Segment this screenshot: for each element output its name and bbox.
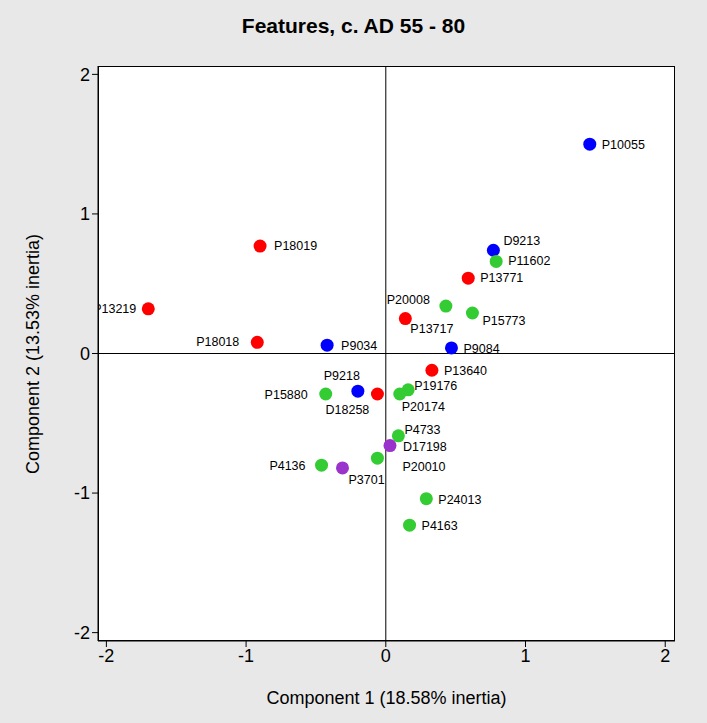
svg-text:P15773: P15773 [482, 314, 525, 328]
svg-text:P20008: P20008 [387, 293, 430, 307]
svg-text:1: 1 [80, 204, 90, 224]
svg-text:P3701: P3701 [348, 473, 384, 487]
svg-text:P15880: P15880 [265, 388, 308, 402]
html-text:Features, c. AD 55 - 80: Features, c. AD 55 - 80 [241, 14, 466, 37]
svg-text:0: 0 [80, 344, 90, 364]
svg-text:P13771: P13771 [480, 271, 523, 285]
svg-text:P4163: P4163 [422, 519, 458, 533]
svg-text:P24013: P24013 [438, 493, 481, 507]
svg-text:P9084: P9084 [463, 342, 499, 356]
svg-text:D17198: D17198 [403, 440, 447, 454]
svg-text:P9218: P9218 [324, 369, 360, 383]
html-text:Component 1 (18.58% inertia): Component 1 (18.58% inertia) [266, 688, 507, 708]
html-text:Component 2 (13.53% inertia): Component 2 (13.53% inertia) [23, 233, 43, 474]
svg-text:P13640: P13640 [444, 364, 487, 378]
svg-text:P4733: P4733 [404, 423, 440, 437]
svg-text:-2: -2 [74, 623, 90, 643]
svg-text:P11602: P11602 [508, 254, 550, 268]
svg-text:D18258: D18258 [326, 403, 370, 417]
svg-text:P19176: P19176 [414, 379, 457, 393]
svg-text:P10055: P10055 [602, 138, 645, 152]
svg-text:-1: -1 [238, 646, 254, 666]
svg-text:P9034: P9034 [341, 339, 377, 353]
svg-text:2: 2 [80, 65, 90, 85]
svg-text:-1: -1 [74, 483, 90, 503]
svg-text:1: 1 [521, 646, 531, 666]
svg-text:P18019: P18019 [274, 239, 317, 253]
svg-text:P20010: P20010 [402, 460, 445, 474]
svg-text:P18018: P18018 [196, 335, 239, 349]
svg-text:0: 0 [381, 646, 391, 666]
svg-text:D9213: D9213 [503, 234, 540, 248]
svg-text:-2: -2 [98, 646, 114, 666]
svg-text:P13219: P13219 [98, 302, 136, 316]
svg-text:P13717: P13717 [410, 322, 453, 336]
svg-text:2: 2 [660, 646, 670, 666]
svg-text:P20174: P20174 [402, 400, 445, 414]
svg-text:P4136: P4136 [269, 459, 305, 473]
